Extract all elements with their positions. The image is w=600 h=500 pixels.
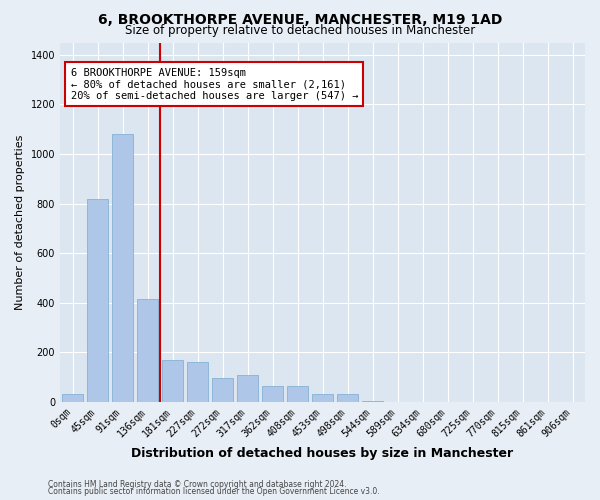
Bar — [62, 394, 83, 402]
X-axis label: Distribution of detached houses by size in Manchester: Distribution of detached houses by size … — [131, 447, 514, 460]
Bar — [237, 374, 258, 402]
Bar — [212, 378, 233, 402]
Bar — [362, 400, 383, 402]
Text: Contains HM Land Registry data © Crown copyright and database right 2024.: Contains HM Land Registry data © Crown c… — [48, 480, 347, 489]
Text: Contains public sector information licensed under the Open Government Licence v3: Contains public sector information licen… — [48, 487, 380, 496]
Bar — [112, 134, 133, 402]
Bar — [87, 198, 108, 402]
Text: Size of property relative to detached houses in Manchester: Size of property relative to detached ho… — [125, 24, 475, 37]
Y-axis label: Number of detached properties: Number of detached properties — [15, 134, 25, 310]
Text: 6, BROOKTHORPE AVENUE, MANCHESTER, M19 1AD: 6, BROOKTHORPE AVENUE, MANCHESTER, M19 1… — [98, 12, 502, 26]
Bar — [312, 394, 333, 402]
Bar — [287, 386, 308, 402]
Bar — [187, 362, 208, 402]
Bar — [262, 386, 283, 402]
Bar — [337, 394, 358, 402]
Bar — [162, 360, 183, 402]
Text: 6 BROOKTHORPE AVENUE: 159sqm
← 80% of detached houses are smaller (2,161)
20% of: 6 BROOKTHORPE AVENUE: 159sqm ← 80% of de… — [71, 68, 358, 101]
Bar — [137, 299, 158, 402]
